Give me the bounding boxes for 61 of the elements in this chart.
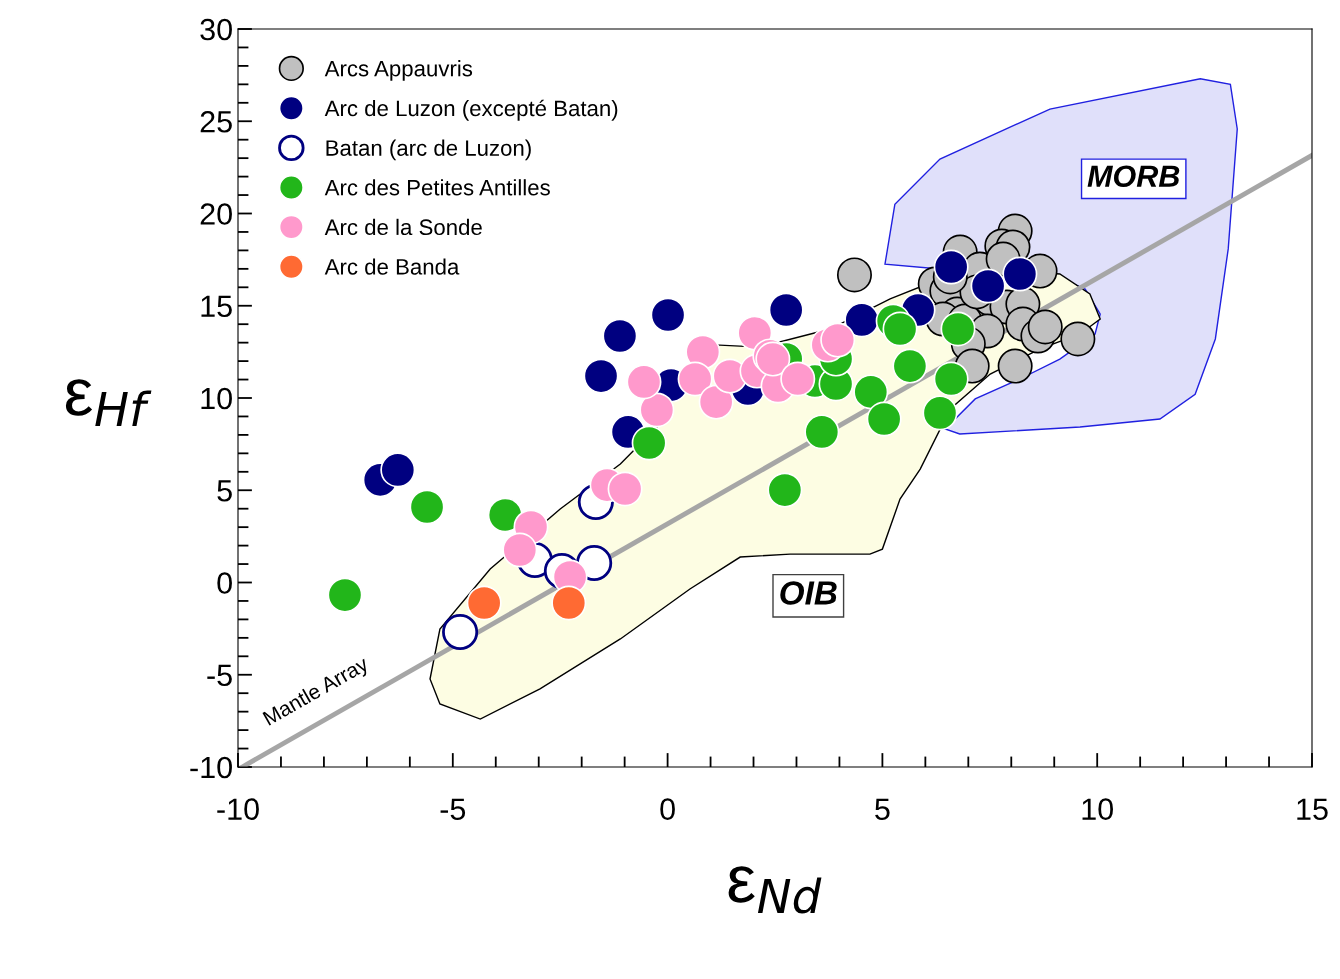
y-tick-label: -5 bbox=[207, 664, 232, 687]
point bbox=[1002, 256, 1038, 292]
annotation: MORB bbox=[1087, 165, 1180, 188]
y-tick-label: 15 bbox=[201, 295, 232, 318]
point bbox=[409, 489, 445, 525]
point bbox=[487, 497, 523, 533]
point bbox=[626, 364, 662, 400]
point bbox=[650, 297, 686, 333]
x-tick-label: 15 bbox=[1297, 798, 1328, 820]
point bbox=[933, 361, 969, 397]
x-axis-title: ε$_{Nd}$ bbox=[728, 866, 822, 914]
point bbox=[940, 311, 976, 347]
y-axis-title: ε$_{Hf}$ bbox=[65, 379, 152, 427]
point bbox=[922, 395, 958, 431]
point bbox=[1060, 321, 1096, 357]
legend-label: Arc de Luzon (excepté Batan) bbox=[324, 99, 618, 121]
point bbox=[639, 392, 675, 428]
point bbox=[767, 472, 803, 508]
point bbox=[866, 401, 902, 437]
point bbox=[631, 425, 667, 461]
point bbox=[836, 257, 872, 293]
y-tick-label: 0 bbox=[217, 572, 232, 594]
y-tick-label: 30 bbox=[200, 18, 232, 41]
x-tick-label: 10 bbox=[1082, 798, 1113, 820]
point bbox=[997, 348, 1033, 384]
point bbox=[1027, 309, 1063, 345]
point bbox=[466, 585, 502, 621]
legend-label: Arc des Petites Antilles bbox=[324, 179, 550, 196]
point bbox=[820, 322, 856, 358]
legend-label: Batan (arc de Luzon) bbox=[326, 139, 531, 161]
point bbox=[768, 292, 804, 328]
x-tick-label: 5 bbox=[875, 798, 890, 820]
y-tick-label: -10 bbox=[190, 756, 232, 779]
point bbox=[882, 311, 918, 347]
annotation: OIB bbox=[780, 581, 837, 605]
y-tick-label: 25 bbox=[200, 110, 232, 133]
point bbox=[502, 532, 538, 568]
y-tick-label: 10 bbox=[201, 387, 232, 410]
legend-label: Arcs Appauvris bbox=[324, 60, 473, 81]
point bbox=[844, 302, 880, 338]
x-tick-label: 0 bbox=[660, 798, 675, 820]
legend-label: Arc de Banda bbox=[324, 258, 460, 275]
y-tick-label: 5 bbox=[217, 480, 232, 502]
point bbox=[442, 613, 479, 650]
y-tick-label: 20 bbox=[200, 203, 232, 225]
point bbox=[327, 577, 363, 613]
point bbox=[853, 374, 889, 410]
point bbox=[698, 384, 734, 420]
point bbox=[583, 358, 619, 394]
point bbox=[892, 348, 928, 384]
point bbox=[804, 414, 840, 450]
point bbox=[380, 452, 416, 488]
point bbox=[677, 361, 713, 397]
point bbox=[551, 585, 587, 621]
point bbox=[607, 471, 643, 507]
point bbox=[933, 249, 969, 285]
point bbox=[780, 361, 816, 397]
point bbox=[602, 318, 638, 354]
point bbox=[685, 334, 721, 370]
x-tick-label: -5 bbox=[440, 798, 466, 820]
legend-label: Arc de la Sonde bbox=[324, 218, 482, 236]
